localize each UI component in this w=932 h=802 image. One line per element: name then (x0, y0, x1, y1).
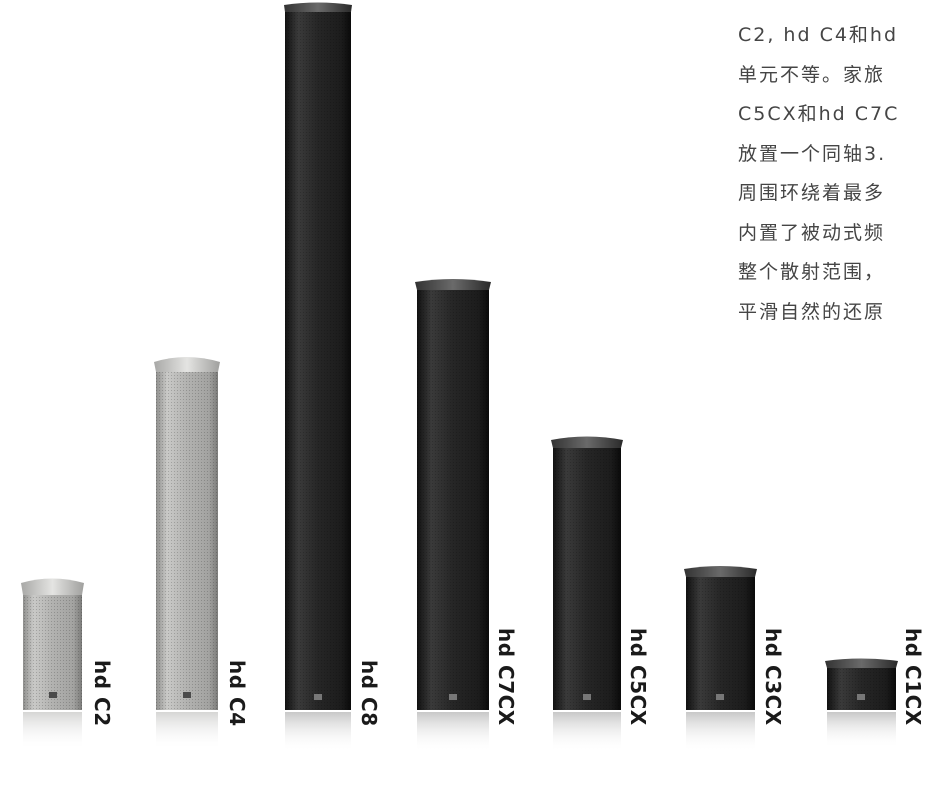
description-line: 内置了被动式频 (738, 221, 886, 244)
label-hd-c1cx: hd C1CX (901, 628, 925, 726)
description-line: C5CX和hd C7C (738, 103, 900, 125)
speaker-hd-c1cx (825, 658, 898, 748)
speaker-hd-c7cx (415, 279, 491, 752)
description-line: 整个散射范围， (738, 261, 886, 283)
label-hd-c8: hd C8 (357, 660, 381, 727)
label-hd-c5cx: hd C5CX (626, 628, 650, 726)
speaker-hd-c3cx (684, 566, 757, 752)
label-hd-c3cx: hd C3CX (761, 628, 785, 726)
description-line: 单元不等。家旅 (738, 63, 886, 86)
description-line: 平滑自然的还原 (738, 300, 886, 323)
description-line: C2, hd C4和hd (738, 24, 899, 46)
label-hd-c4: hd C4 (225, 660, 249, 727)
label-hd-c7cx: hd C7CX (494, 628, 518, 726)
speaker-hd-c5cx (551, 436, 623, 752)
speaker-hd-c4 (154, 357, 220, 750)
description-line: 放置一个同轴3. (738, 142, 887, 165)
description-text: C2, hd C4和hd 单元不等。家旅 C5CX和hd C7C 放置一个同轴3… (738, 16, 932, 332)
speaker-hd-c2 (21, 578, 84, 750)
label-hd-c2: hd C2 (90, 660, 114, 727)
description-line: 周围环绕着最多 (738, 182, 886, 204)
speaker-hd-c8 (284, 2, 352, 752)
